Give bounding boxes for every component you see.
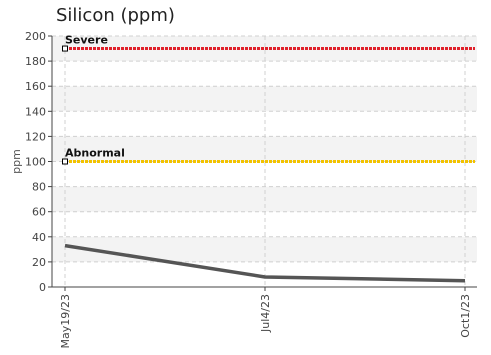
x-tick-labels: May19/23 Jul4/23 Oct1/23 <box>59 287 472 348</box>
y-tick-label: 180 <box>25 55 46 68</box>
y-tick-label: 140 <box>25 105 46 118</box>
y-axis-label: ppm <box>10 149 23 174</box>
y-tick-label: 0 <box>39 281 46 294</box>
threshold-label: Abnormal <box>65 147 125 160</box>
y-tick-label: 40 <box>32 231 46 244</box>
y-tick-label: 80 <box>32 181 46 194</box>
y-tick-label: 60 <box>32 206 46 219</box>
y-tick-label: 120 <box>25 130 46 143</box>
y-tick-label: 100 <box>25 156 46 169</box>
x-tick-label: Jul4/23 <box>259 294 272 333</box>
y-tick-label: 160 <box>25 80 46 93</box>
threshold-marker <box>62 158 68 165</box>
threshold-label: Severe <box>65 34 108 47</box>
y-tick-label: 200 <box>25 30 46 43</box>
y-tick-label: 20 <box>32 256 46 269</box>
x-tick-label: Oct1/23 <box>459 294 472 338</box>
chart-title: Silicon (ppm) <box>56 5 175 26</box>
threshold-lines: Severe Abnormal <box>62 34 475 165</box>
series-line <box>64 243 466 283</box>
x-tick-label: May19/23 <box>59 294 72 348</box>
y-tick-labels: 0 20 40 60 80 100 120 140 160 180 200 <box>25 30 52 294</box>
data-series <box>64 243 466 283</box>
threshold-marker <box>62 45 68 52</box>
